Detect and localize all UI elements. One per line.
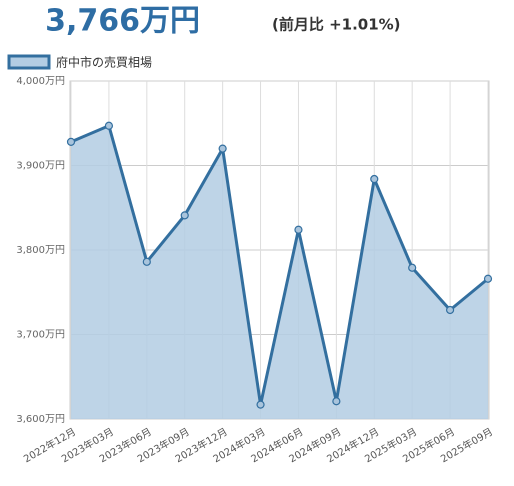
point [218, 144, 227, 153]
point [66, 137, 76, 146]
point [445, 305, 455, 315]
point [180, 211, 189, 220]
point [332, 397, 341, 406]
y-tick-label: 3,700万円 [16, 330, 65, 341]
point [483, 274, 493, 283]
y-tick-label: 3,900万円 [16, 161, 65, 172]
point [142, 257, 151, 266]
line [70, 124, 489, 407]
legend-swatch [7, 54, 51, 70]
y-tick-label: 3,800万円 [16, 245, 65, 256]
point [104, 121, 114, 130]
point [256, 400, 265, 409]
legend-label: 府中市の売買相場 [56, 55, 152, 70]
point [370, 174, 379, 184]
point [408, 263, 417, 272]
area-fill [71, 125, 488, 419]
chart-subtitle: (前月比 +1.01%) [272, 16, 401, 34]
y-tick-label: 4,000万円 [16, 76, 65, 87]
y-tick-label: 3,600万円 [16, 414, 65, 425]
chart-title: 3,766万円 [45, 4, 200, 39]
point [294, 225, 303, 234]
